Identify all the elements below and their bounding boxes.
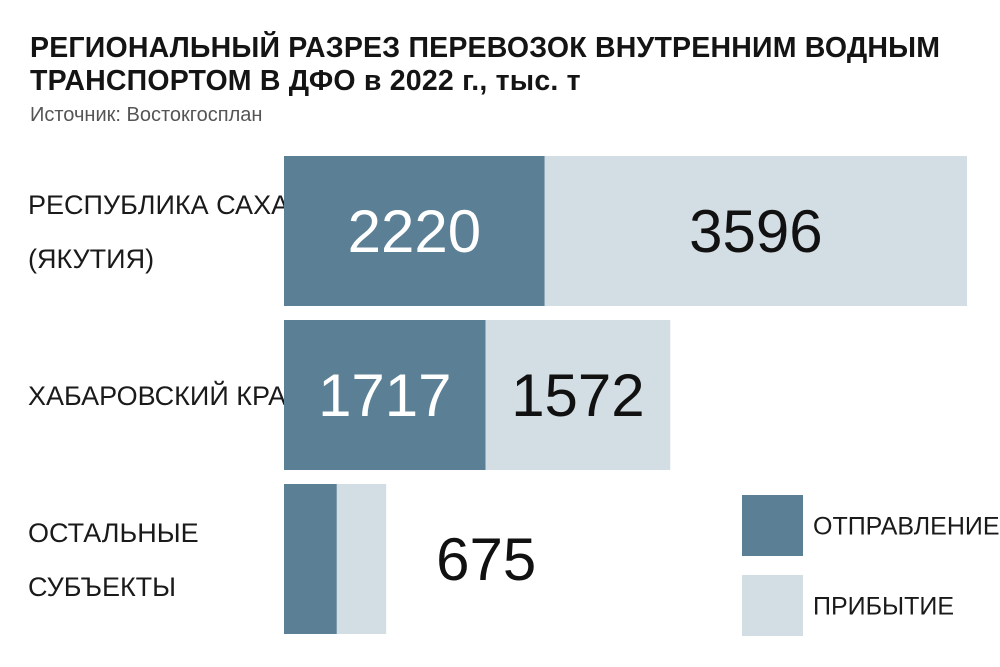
category-label: ХАБАРОВСКИЙ КРАЙ — [28, 380, 306, 411]
chart-source: Источник: Востокгосплан — [30, 104, 263, 126]
value-label: 3596 — [689, 198, 822, 265]
value-label: 1717 — [318, 362, 451, 429]
chart-title: РЕГИОНАЛЬНЫЙ РАЗРЕЗ ПЕРЕВОЗОК ВНУТРЕННИМ… — [30, 32, 941, 97]
value-label: 2220 — [348, 198, 481, 265]
bar-arrival — [336, 484, 387, 634]
value-label: 675 — [436, 526, 536, 593]
bar-arrival — [544, 156, 967, 306]
legend-label: ОТПРАВЛЕНИЕ — [813, 513, 1000, 541]
legend-swatch — [742, 495, 803, 556]
legend-label: ПРИБЫТИЕ — [813, 593, 954, 621]
category-label: СУБЪЕКТЫ — [28, 572, 176, 602]
category-label: РЕСПУБЛИКА САХА — [28, 190, 289, 220]
legend-swatch — [742, 575, 803, 636]
value-label: 1572 — [511, 362, 644, 429]
category-label: ОСТАЛЬНЫЕ — [28, 518, 199, 548]
category-label: (ЯКУТИЯ) — [28, 244, 154, 274]
bar-departure — [284, 484, 337, 634]
bar-departure — [284, 320, 486, 470]
bar-departure — [284, 156, 545, 306]
bar-arrival — [485, 320, 671, 470]
